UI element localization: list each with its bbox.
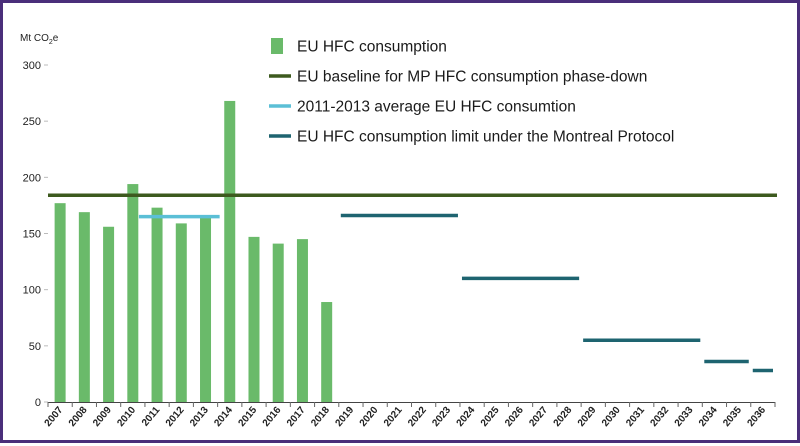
legend-label: EU baseline for MP HFC consumption phase…	[297, 69, 647, 86]
legend-label: EU HFC consumption limit under the Montr…	[297, 129, 674, 146]
y-tick-label: 300	[23, 60, 41, 72]
bar-2018	[321, 302, 333, 402]
x-tick-label: 2008	[67, 405, 90, 429]
bar-2009	[103, 226, 115, 402]
legend-swatch-bar	[271, 38, 283, 54]
x-tick-label: 2029	[576, 405, 599, 429]
x-tick-label: 2036	[745, 405, 768, 429]
x-tick-label: 2025	[479, 405, 502, 429]
bar-2007	[54, 203, 66, 402]
bar-2013	[200, 216, 212, 402]
x-tick-label: 2010	[115, 405, 138, 429]
x-tick-label: 2007	[43, 405, 66, 429]
x-tick-label: 2021	[382, 405, 405, 429]
y-tick-label: 250	[23, 116, 41, 128]
x-tick-label: 2009	[91, 405, 114, 429]
x-tick-label: 2030	[600, 405, 623, 429]
x-tick-label: 2018	[309, 405, 332, 429]
y-tick-label: 200	[23, 172, 41, 184]
bar-2012	[175, 223, 187, 402]
x-tick-label: 2019	[333, 405, 356, 429]
x-tick-label: 2016	[261, 405, 284, 429]
bar-2014	[224, 100, 236, 403]
y-axis-unit-label: Mt CO2e	[20, 33, 59, 46]
legend-label: EU HFC consumption	[297, 39, 447, 56]
bar-2011	[151, 207, 163, 402]
bar-2016	[272, 243, 284, 402]
bar-2010	[127, 184, 139, 402]
x-tick-label: 2034	[697, 405, 720, 429]
bars	[54, 100, 333, 403]
x-tick-label: 2028	[552, 405, 575, 429]
x-tick-label: 2017	[285, 405, 308, 429]
x-tick-label: 2026	[503, 405, 526, 429]
x-tick-label: 2022	[406, 405, 429, 429]
legend-label: 2011-2013 average EU HFC consumtion	[297, 99, 576, 116]
bar-2015	[248, 236, 260, 402]
x-tick-label: 2014	[212, 405, 235, 429]
y-tick-label: 0	[35, 397, 41, 409]
x-tick-label: 2012	[164, 405, 187, 429]
x-tick-label: 2023	[430, 405, 453, 429]
bar-2017	[296, 239, 308, 402]
x-tick-label: 2013	[188, 405, 211, 429]
x-tick-label: 2024	[455, 405, 478, 429]
x-tick-label: 2020	[358, 405, 381, 429]
reference-lines	[48, 193, 777, 373]
x-tick-label: 2015	[237, 405, 260, 429]
x-tick-label: 2035	[721, 405, 744, 429]
x-tick-label: 2033	[673, 405, 696, 429]
bar-2008	[78, 212, 90, 402]
y-tick-label: 50	[29, 341, 41, 353]
grid	[44, 64, 48, 403]
x-tick-label: 2031	[624, 405, 647, 429]
y-tick-label: 150	[23, 229, 41, 241]
x-tick-label: 2011	[140, 405, 163, 429]
legend: EU HFC consumption EU baseline for MP HFC…	[269, 38, 674, 146]
y-tick-label: 100	[23, 285, 41, 297]
x-tick-label: 2032	[649, 405, 672, 429]
x-tick-label: 2027	[527, 405, 550, 429]
